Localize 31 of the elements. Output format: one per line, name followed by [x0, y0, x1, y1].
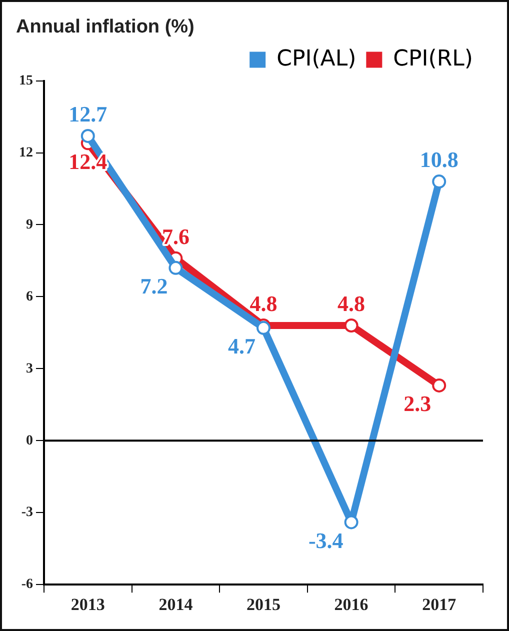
x-tick-label: 2013 — [70, 595, 105, 614]
point — [80, 128, 95, 143]
x-tick-label: 2016 — [334, 595, 368, 614]
data-label: -3.4 — [308, 528, 344, 553]
data-label: 7.2 — [140, 274, 168, 299]
data-label: 4.8 — [338, 291, 366, 316]
y-tick-label: 0 — [26, 433, 33, 448]
y-tick-label: 12 — [19, 145, 33, 160]
data-label: 2.3 — [404, 391, 432, 416]
point — [432, 174, 446, 189]
point — [432, 378, 446, 392]
point — [344, 318, 358, 333]
data-label: 12.7 — [68, 102, 108, 127]
data-label: 4.7 — [228, 334, 256, 359]
y-tick-label: 3 — [26, 361, 33, 376]
y-tick-label: -6 — [21, 577, 33, 592]
point — [344, 515, 358, 530]
legend-label: CPI(RL) — [393, 46, 474, 72]
y-tick-label: -3 — [21, 505, 33, 520]
x-tick-label: 2017 — [422, 595, 457, 614]
y-tick-label: 15 — [19, 73, 33, 88]
data-label: 7.6 — [162, 224, 190, 250]
chart-title: Annual inflation (%) — [16, 16, 194, 38]
data-label: 10.8 — [420, 147, 458, 172]
x-tick-label: 2014 — [158, 595, 194, 614]
legend-label: CPI(AL) — [276, 46, 356, 72]
y-tick-label: 9 — [26, 217, 33, 232]
y-tick-label: 6 — [26, 289, 33, 304]
x-tick-label: 2015 — [246, 595, 280, 614]
point — [168, 260, 183, 275]
data-label: 4.8 — [250, 291, 278, 316]
